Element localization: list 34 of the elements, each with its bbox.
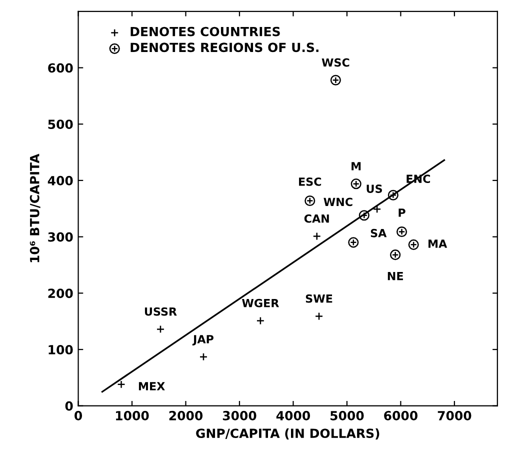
x-tick-label: 5000 xyxy=(330,410,364,420)
x-tick-label: 1000 xyxy=(116,410,149,420)
annotation: WNC xyxy=(324,198,352,206)
annotation: SA xyxy=(370,228,387,238)
annotation: M xyxy=(352,162,361,170)
y-tick-label: 300 xyxy=(48,232,73,242)
annotation: JAP xyxy=(192,335,214,346)
annotation: CAN xyxy=(304,214,329,223)
annotation: USSR xyxy=(144,307,177,316)
annotation: WGER xyxy=(242,298,279,308)
x-tick-label: 4000 xyxy=(276,410,310,420)
y-tick-label: 0 xyxy=(65,401,73,411)
x-axis-title: GNP/CAPITA (IN DOLLARS) xyxy=(196,428,380,440)
annotation: P xyxy=(398,208,406,217)
annotation: US xyxy=(366,184,382,193)
annotation: ESC xyxy=(299,177,322,186)
annotation: MA xyxy=(428,240,448,248)
x-tick-label: 3000 xyxy=(222,410,256,420)
x-tick-label: 2000 xyxy=(169,410,203,420)
x-tick-label: 7000 xyxy=(438,410,472,420)
annotation: WSC xyxy=(322,58,350,67)
y-tick-label: 400 xyxy=(48,176,73,186)
annotation: NE xyxy=(388,272,403,280)
y-axis-title: 10⁶ BTU/CAPITA xyxy=(30,154,40,262)
x-tick-label: 0 xyxy=(74,410,82,420)
legend-label: DENOTES COUNTRIES xyxy=(130,26,280,36)
y-tick-label: 200 xyxy=(48,288,73,298)
legend-label: DENOTES REGIONS OF U.S. xyxy=(130,42,318,52)
y-tick-label: 600 xyxy=(48,63,73,73)
y-tick-label: 100 xyxy=(48,344,73,354)
annotation: MEX xyxy=(138,382,165,390)
x-tick-label: 6000 xyxy=(384,410,418,420)
y-tick-label: 500 xyxy=(48,120,73,130)
annotation: SWE xyxy=(306,294,332,303)
